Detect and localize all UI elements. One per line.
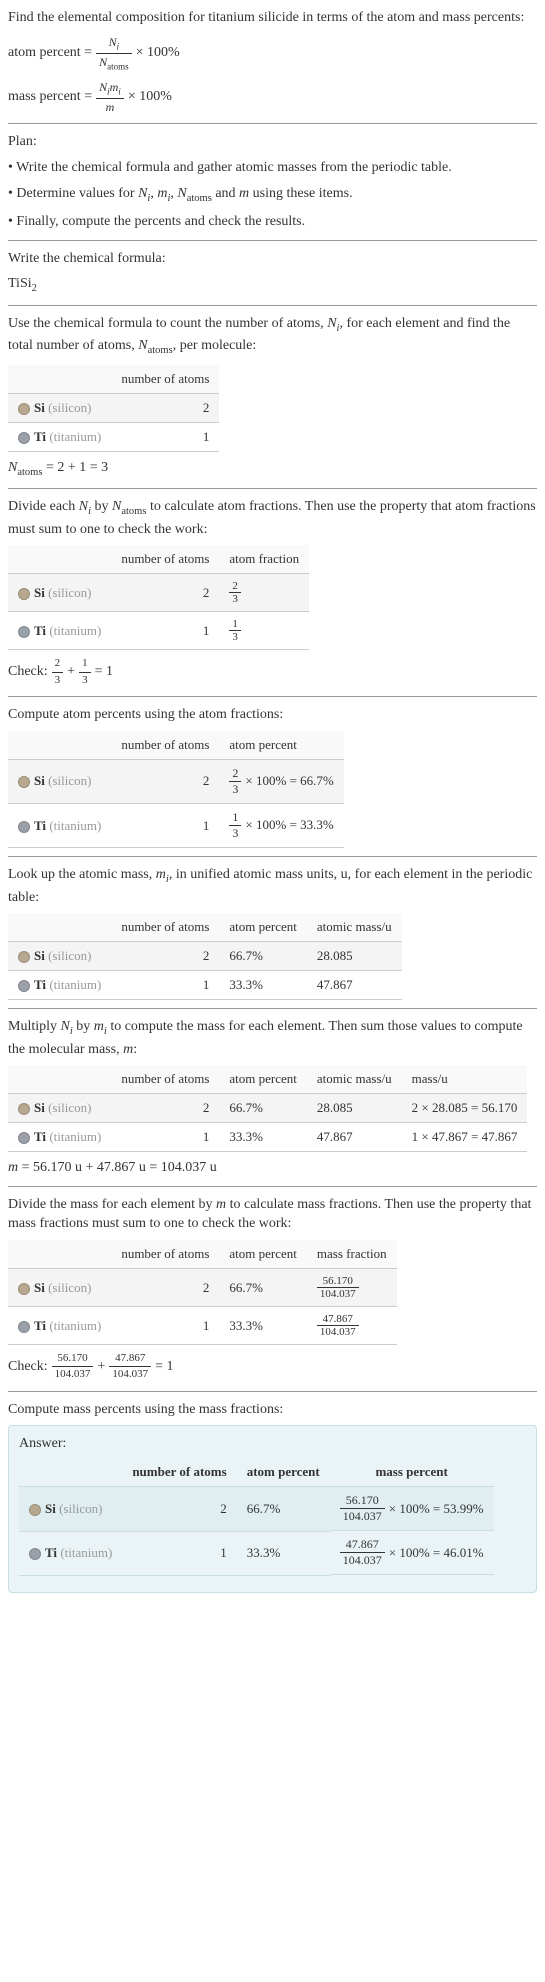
atom-percent-label: atom percent = <box>8 43 92 63</box>
divider <box>8 1008 537 1009</box>
mass-percent-label: mass percent = <box>8 87 92 107</box>
plan-bullet-3: • Finally, compute the percents and chec… <box>8 212 537 232</box>
formula-title: Write the chemical formula: <box>8 249 537 269</box>
fractions-title: Divide each Ni by Natoms to calculate at… <box>8 497 537 539</box>
plan-bullet-2: • Determine values for Ni, mi, Natoms an… <box>8 184 537 206</box>
plan-bullet-1: • Write the chemical formula and gather … <box>8 158 537 178</box>
mass-frac-title: Divide the mass for each element by m to… <box>8 1195 537 1234</box>
mass-frac-table: number of atomsatom percentmass fraction… <box>8 1240 397 1345</box>
mass-calc-title: Multiply Ni by mi to compute the mass fo… <box>8 1017 537 1059</box>
table-row: Ti (titanium) 1 13 <box>8 612 309 650</box>
atom-percent-table: number of atomsatom percent Si (silicon)… <box>8 731 344 849</box>
fractions-check: Check: 23 + 13 = 1 <box>8 656 537 688</box>
table-header: number of atomsatom percentatomic mass/u… <box>8 1065 527 1094</box>
atom-percent-section: Compute atom percents using the atom fra… <box>8 705 537 848</box>
intro-section: Find the elemental composition for titan… <box>8 8 537 115</box>
divider <box>8 1391 537 1392</box>
table-row: Si (silicon) 2 66.7% 28.085 <box>8 942 402 971</box>
divider <box>8 488 537 489</box>
atom-percent-title: Compute atom percents using the atom fra… <box>8 705 537 725</box>
table-row: Ti (titanium) 1 33.3% 47.867104.037 <box>8 1307 397 1345</box>
table-header: number of atomsatom fraction <box>8 545 309 574</box>
table-row: Ti (titanium) 1 33.3% 47.867 1 × 47.867 … <box>8 1123 527 1152</box>
divider <box>8 696 537 697</box>
fractions-table: number of atomsatom fraction Si (silicon… <box>8 545 309 650</box>
intro-title: Find the elemental composition for titan… <box>8 8 537 28</box>
table-row: Si (silicon) 2 23 × 100% = 66.7% <box>8 759 344 804</box>
silicon-icon <box>18 403 30 415</box>
formula-value: TiSi2 <box>8 274 537 296</box>
count-table: number of atoms Si (silicon) 2 Ti (titan… <box>8 365 219 452</box>
divider <box>8 856 537 857</box>
answer-box: Answer: number of atomsatom percentmass … <box>8 1425 537 1593</box>
table-header: number of atomsatom percentmass fraction <box>8 1240 397 1269</box>
table-row: Ti (titanium) 1 <box>8 422 219 451</box>
mass-lookup-table: number of atomsatom percentatomic mass/u… <box>8 913 402 1000</box>
table-header: number of atoms <box>8 365 219 394</box>
mass-lookup-title: Look up the atomic mass, mi, in unified … <box>8 865 537 907</box>
table-row: Ti (titanium) 1 13 × 100% = 33.3% <box>8 804 344 848</box>
divider <box>8 123 537 124</box>
divider <box>8 1186 537 1187</box>
table-row: Si (silicon) 2 66.7% 56.170104.037 <box>8 1269 397 1307</box>
plan-title: Plan: <box>8 132 537 152</box>
fractions-section: Divide each Ni by Natoms to calculate at… <box>8 497 537 688</box>
mass-calc-table: number of atomsatom percentatomic mass/u… <box>8 1065 527 1152</box>
table-row: Si (silicon) 2 66.7% 56.170104.037 × 100… <box>19 1487 494 1532</box>
table-row: Ti (titanium) 1 33.3% 47.867104.037 × 10… <box>19 1531 494 1575</box>
mass-pct-title: Compute mass percents using the mass fra… <box>8 1400 537 1420</box>
plan-section: Plan: • Write the chemical formula and g… <box>8 132 537 231</box>
mass-percent-fraction: Nimi m <box>96 79 124 116</box>
table-row: Si (silicon) 2 <box>8 393 219 422</box>
divider <box>8 305 537 306</box>
mass-frac-check: Check: 56.170104.037 + 47.867104.037 = 1 <box>8 1351 537 1383</box>
mass-percent-formula: mass percent = Nimi m × 100% <box>8 79 537 116</box>
answer-label: Answer: <box>19 1436 526 1452</box>
table-header: number of atomsatom percentatomic mass/u <box>8 913 402 942</box>
mass-pct-section: Compute mass percents using the mass fra… <box>8 1400 537 1593</box>
formula-section: Write the chemical formula: TiSi2 <box>8 249 537 297</box>
mass-calc-section: Multiply Ni by mi to compute the mass fo… <box>8 1017 537 1178</box>
mass-lookup-section: Look up the atomic mass, mi, in unified … <box>8 865 537 1000</box>
atom-percent-fraction: Ni Natoms <box>96 34 132 73</box>
count-section: Use the chemical formula to count the nu… <box>8 314 537 480</box>
times-100-2: × 100% <box>128 87 172 107</box>
divider <box>8 240 537 241</box>
table-row: Si (silicon) 2 66.7% 28.085 2 × 28.085 =… <box>8 1094 527 1123</box>
mass-equation: m = 56.170 u + 47.867 u = 104.037 u <box>8 1158 537 1178</box>
mass-frac-section: Divide the mass for each element by m to… <box>8 1195 537 1383</box>
times-100: × 100% <box>136 43 180 63</box>
atom-percent-formula: atom percent = Ni Natoms × 100% <box>8 34 537 73</box>
table-header: number of atomsatom percent <box>8 731 344 760</box>
table-row: Ti (titanium) 1 33.3% 47.867 <box>8 971 402 1000</box>
count-title: Use the chemical formula to count the nu… <box>8 314 537 359</box>
titanium-icon <box>18 432 30 444</box>
count-equation: Natoms = 2 + 1 = 3 <box>8 458 537 480</box>
answer-table: number of atomsatom percentmass percent … <box>19 1458 494 1576</box>
table-header: number of atomsatom percentmass percent <box>19 1458 494 1487</box>
table-row: Si (silicon) 2 23 <box>8 574 309 612</box>
